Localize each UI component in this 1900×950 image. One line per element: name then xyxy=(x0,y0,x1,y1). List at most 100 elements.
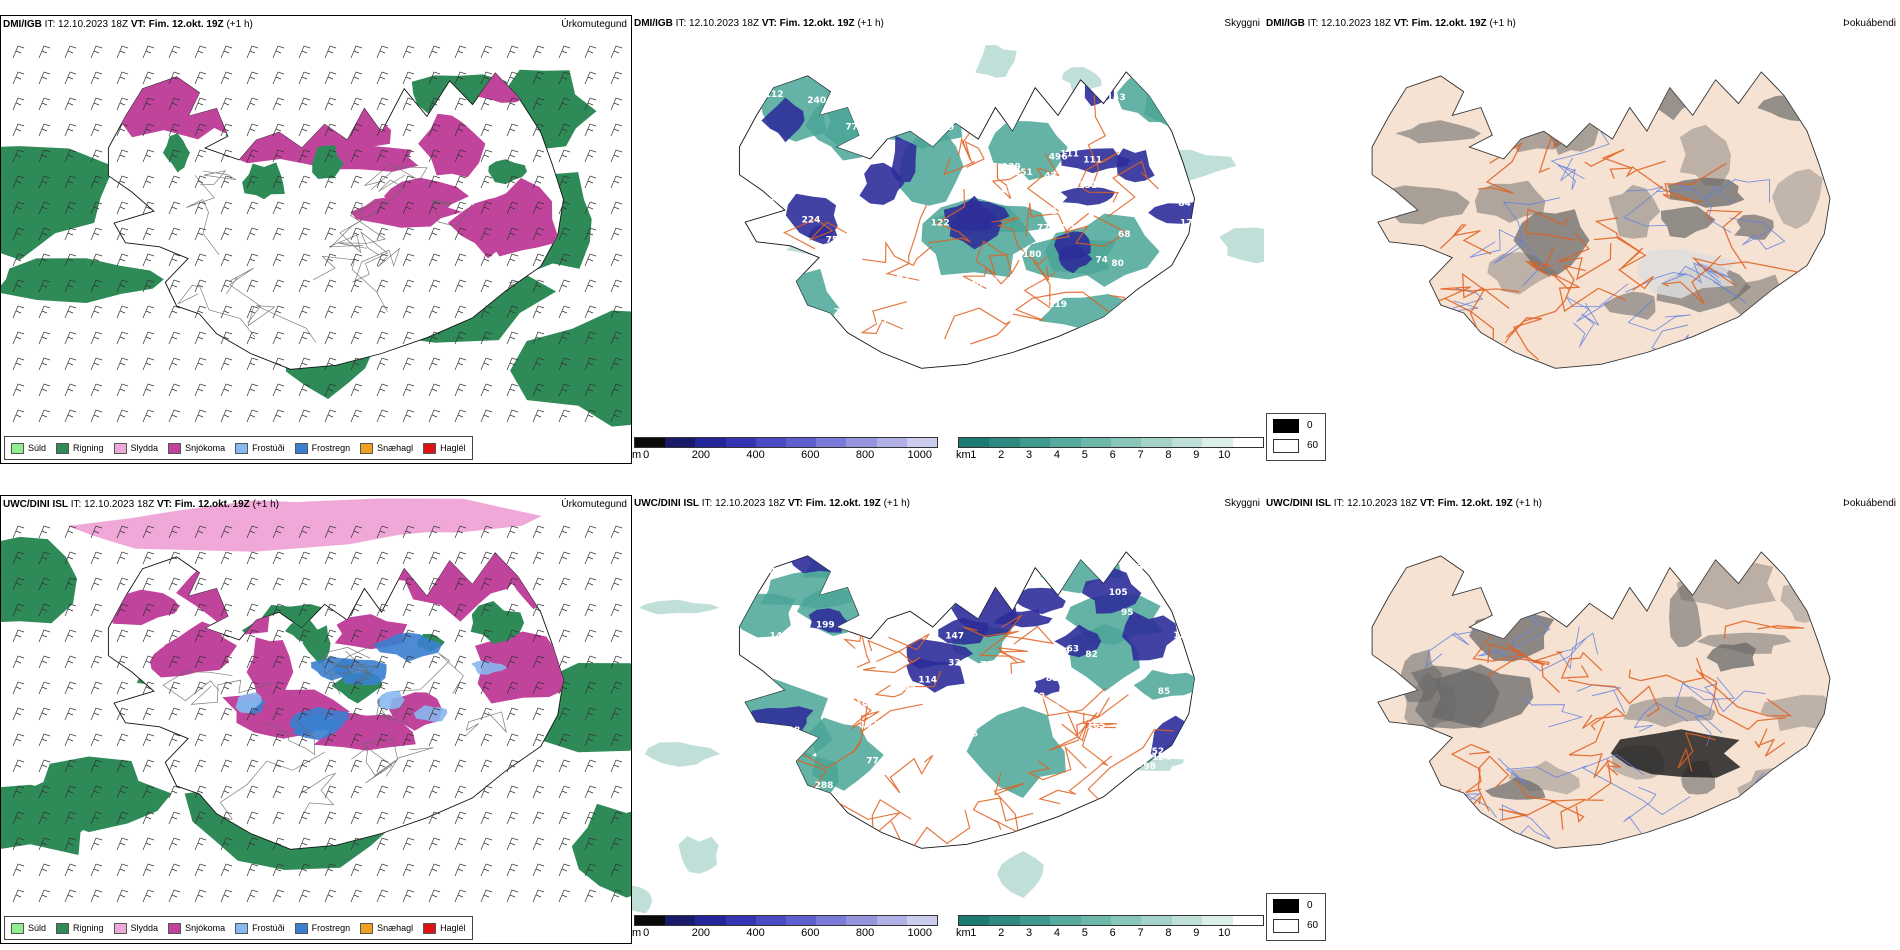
cloud-base-label: 77 xyxy=(1037,223,1050,233)
wind-barb xyxy=(402,279,415,293)
legend-swatch xyxy=(11,922,24,934)
field-blob xyxy=(1395,120,1482,144)
wind-barb xyxy=(454,71,467,85)
wind-barb xyxy=(142,551,155,565)
network-line xyxy=(364,163,428,191)
cloud-base-label: 121 xyxy=(769,196,788,206)
cloud-base-label: 74 xyxy=(1095,256,1108,266)
wind-barb xyxy=(376,785,389,799)
wind-barb xyxy=(194,655,207,669)
wind-barb xyxy=(194,253,207,267)
wind-barb xyxy=(558,305,571,319)
network-line xyxy=(1661,266,1737,305)
wind-barb xyxy=(558,123,571,137)
cloud-base-label: 81 xyxy=(889,208,902,218)
wind-barb xyxy=(402,97,415,111)
wind-barb xyxy=(428,97,441,111)
wind-barb xyxy=(12,707,25,721)
wind-barb xyxy=(220,149,233,163)
precip-type-panel-2: UWC/DINI ISL IT: 12.10.2023 18Z VT: Fim.… xyxy=(0,495,632,944)
wind-barb xyxy=(194,733,207,747)
network-line xyxy=(1025,202,1070,240)
wind-barb xyxy=(220,331,233,345)
wind-barb xyxy=(194,149,207,163)
wind-barb xyxy=(584,357,597,371)
wind-barb xyxy=(38,253,51,267)
cloud-base-label: 91 xyxy=(804,146,817,156)
wind-barb xyxy=(480,97,493,111)
wind-barb xyxy=(194,331,207,345)
cloud-base-label: 68 xyxy=(1118,230,1131,240)
wind-barb xyxy=(64,707,77,721)
wind-barb xyxy=(350,175,363,189)
wind-barb xyxy=(324,279,337,293)
wind-barb xyxy=(584,889,597,903)
wind-barb xyxy=(376,123,389,137)
wind-barb xyxy=(64,383,77,397)
wind-barb xyxy=(558,759,571,773)
wind-barb xyxy=(610,227,623,241)
wind-barb xyxy=(428,331,441,345)
cloud-base-label: 84 xyxy=(763,567,776,577)
network-line xyxy=(1633,702,1689,733)
network-line xyxy=(186,175,220,255)
wind-barb xyxy=(350,733,363,747)
cloud-base-label: 250 xyxy=(872,557,891,567)
wind-barb xyxy=(480,227,493,241)
wind-barb xyxy=(532,629,545,643)
cloud-base-label: 70 xyxy=(980,661,993,671)
wind-barb xyxy=(298,201,311,215)
network-line xyxy=(177,284,256,338)
wind-barb xyxy=(272,253,285,267)
wind-barb xyxy=(480,759,493,773)
wind-barb xyxy=(38,863,51,877)
wind-barb xyxy=(298,577,311,591)
wind-barb xyxy=(506,681,519,695)
wind-barb xyxy=(324,201,337,215)
wind-barb xyxy=(584,123,597,137)
network-line xyxy=(1001,614,1055,645)
wind-barb xyxy=(116,71,129,85)
colorbar-tick: 4 xyxy=(1053,927,1060,939)
network-line xyxy=(1425,630,1476,669)
wind-barb xyxy=(324,863,337,877)
wind-barb xyxy=(64,201,77,215)
field-blob xyxy=(232,498,542,533)
wind-barb xyxy=(38,149,51,163)
wind-barb xyxy=(116,331,129,345)
wind-barb xyxy=(428,837,441,851)
wind-barb xyxy=(168,785,181,799)
wind-barb xyxy=(142,759,155,773)
field-blob xyxy=(1660,206,1716,239)
wind-barb xyxy=(610,409,623,423)
network-line xyxy=(395,652,464,694)
wind-barb xyxy=(116,409,129,423)
cloud-base-label: 128 xyxy=(786,649,805,659)
wind-barb xyxy=(194,525,207,539)
legend-label: Haglél xyxy=(440,923,466,933)
wind-barb xyxy=(194,837,207,851)
wind-barb xyxy=(350,123,363,137)
network-line xyxy=(975,240,1013,276)
wind-barb xyxy=(324,45,337,59)
field-blob xyxy=(1,258,164,303)
wind-barb xyxy=(480,603,493,617)
wind-barb xyxy=(220,629,233,643)
wind-barb xyxy=(272,759,285,773)
wind-barb xyxy=(90,45,103,59)
wind-barb xyxy=(480,707,493,721)
network-line xyxy=(957,136,985,168)
wind-barb xyxy=(194,97,207,111)
field-blob xyxy=(943,199,1010,231)
wind-barb xyxy=(506,279,519,293)
wind-barb xyxy=(506,655,519,669)
network-line xyxy=(1567,679,1660,717)
cloud-base-label: 162 xyxy=(859,721,878,731)
network-line xyxy=(376,699,415,724)
wind-barb xyxy=(584,811,597,825)
wind-barb xyxy=(610,733,623,747)
wind-barb xyxy=(298,71,311,85)
wind-barb xyxy=(194,123,207,137)
wind-barb xyxy=(558,889,571,903)
